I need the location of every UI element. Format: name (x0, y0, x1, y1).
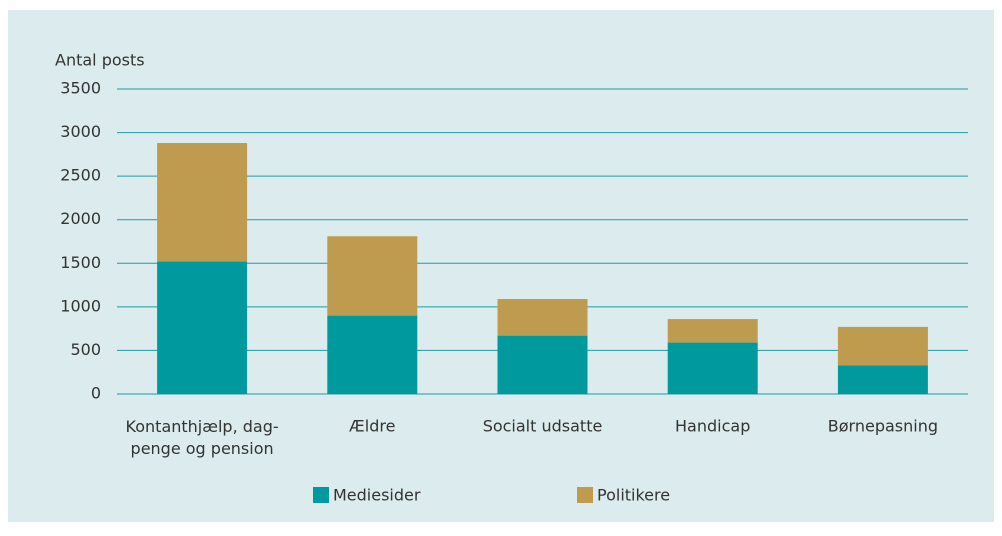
legend-swatch (577, 487, 593, 503)
bar-segment (667, 319, 758, 343)
bar-segment (157, 143, 248, 262)
x-tick-label: Handicap (675, 417, 750, 436)
y-tick-label: 3500 (60, 79, 101, 98)
bar-segment (327, 236, 418, 316)
bar-segment (497, 335, 588, 394)
y-tick-label: 1000 (60, 296, 101, 315)
y-tick-label: 0 (91, 384, 101, 403)
x-tick-label: Kontanthjælp, dag-penge og pension (126, 417, 279, 458)
x-tick-label: Børnepasning (828, 417, 938, 436)
bar-segment (157, 261, 248, 394)
x-tick-label: Socialt udsatte (483, 417, 603, 436)
bar-segment (837, 365, 928, 394)
y-tick-label: 2000 (60, 209, 101, 228)
bar-segment (667, 342, 758, 394)
bar-segment (327, 315, 418, 394)
y-tick-label: 1500 (60, 253, 101, 272)
y-tick-label: 2500 (60, 166, 101, 185)
y-tick-label: 500 (70, 340, 101, 359)
legend-label: Politikere (597, 486, 670, 505)
x-tick-label: Ældre (349, 417, 395, 436)
bar-segment (837, 326, 928, 366)
y-axis-label: Antal posts (55, 51, 145, 70)
bar-segment (497, 299, 588, 336)
legend-swatch (313, 487, 329, 503)
legend-label: Mediesider (333, 486, 421, 505)
y-tick-label: 3000 (60, 122, 101, 141)
